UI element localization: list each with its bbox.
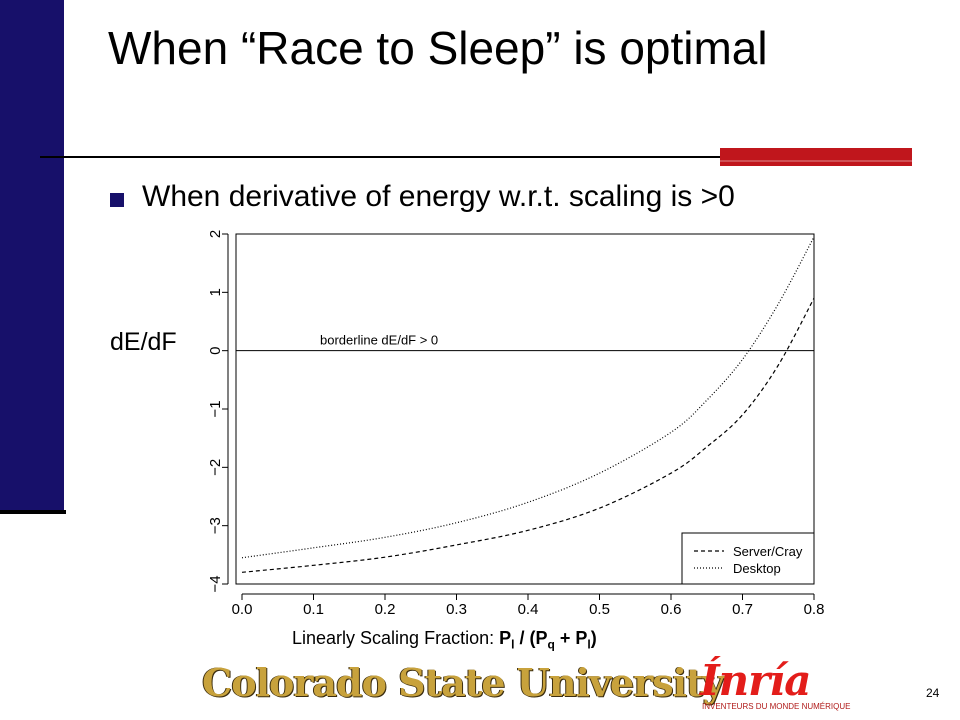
x-tick-label: 0.0: [232, 601, 253, 618]
y-tick-label: −3: [207, 517, 224, 534]
y-axis: −4 −3 −2 −1 0 1 2: [207, 230, 229, 593]
y-tick-label: −1: [207, 400, 224, 417]
series-line-desktop: [241, 236, 815, 559]
left-sidebar-shadow: [0, 510, 66, 514]
x-tick-label: 0.4: [518, 601, 539, 618]
inria-tagline: INVENTEURS DU MONDE NUMÉRIQUE: [702, 702, 851, 711]
formula-mid: / (P: [514, 628, 548, 648]
accent-bar-highlight: [720, 160, 912, 162]
y-tick-label: 2: [207, 230, 224, 238]
formula-p1: P: [499, 628, 512, 648]
x-tick-label: 0.6: [661, 601, 682, 618]
x-tick-label: 0.5: [589, 601, 610, 618]
y-axis-label: dE/dF: [110, 328, 177, 356]
y-tick-label: 1: [207, 288, 224, 296]
series-group: [241, 236, 815, 573]
inria-logo: Ínría INVENTEURS DU MONDE NUMÉRIQUE: [700, 656, 880, 716]
title-divider: [40, 156, 912, 158]
bullet-text: When derivative of energy w.r.t. scaling…: [142, 180, 735, 213]
page-number: 24: [926, 686, 940, 700]
legend-box: [681, 532, 815, 585]
formula-q-sub: q: [547, 637, 555, 652]
y-tick-label: −4: [207, 575, 224, 592]
plot-frame: [235, 233, 815, 585]
x-tick-label: 0.7: [732, 601, 753, 618]
series-line-server-cray: [241, 297, 815, 573]
y-tick-label: −2: [207, 459, 224, 476]
x-axis-label-formula: Pl / (Pq + Pl): [499, 628, 597, 652]
formula-close: ): [590, 628, 597, 648]
y-tick-label: 0: [207, 346, 224, 354]
bullet-square-icon: [110, 193, 124, 207]
accent-bar: [720, 148, 912, 166]
slide-title: When “Race to Sleep” is optimal: [108, 22, 768, 74]
x-tick-label: 0.2: [375, 601, 396, 618]
x-axis-label: Linearly Scaling Fraction: Pl / (Pq + Pl…: [292, 628, 597, 652]
inria-wordmark: Ínría: [700, 656, 811, 705]
x-tick-label: 0.1: [303, 601, 324, 618]
x-axis: 0.0 0.1 0.2 0.3 0.4 0.5 0.6 0.7 0.8: [232, 593, 825, 618]
reference-line-label: borderline dE/dF > 0: [320, 333, 438, 348]
legend: Server/Cray Desktop: [681, 532, 815, 585]
x-axis-label-text: Linearly Scaling Fraction:: [292, 628, 500, 648]
x-tick-label: 0.8: [804, 601, 825, 618]
legend-label-server: Server/Cray: [733, 544, 803, 559]
x-tick-label: 0.3: [446, 601, 467, 618]
formula-plus: + P: [554, 628, 588, 648]
csu-logo: Colorado State University: [202, 660, 725, 705]
legend-label-desktop: Desktop: [733, 561, 781, 576]
left-sidebar-band: [0, 0, 64, 514]
formula-l-sub: l: [587, 637, 591, 652]
formula-p1-sub: l: [511, 637, 515, 652]
